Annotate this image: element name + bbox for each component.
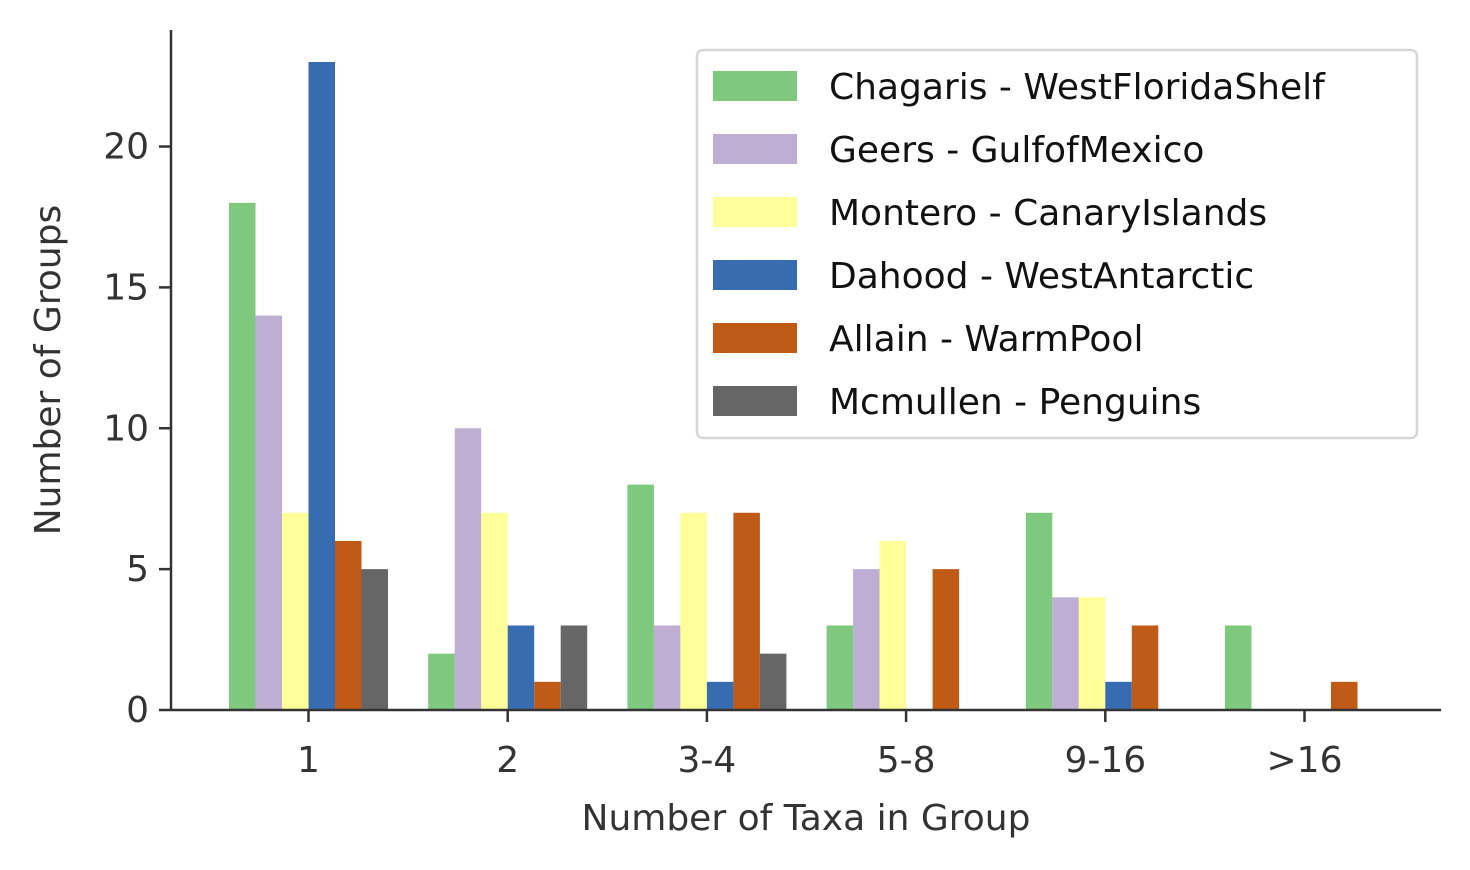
bar-3-4: [879, 540, 907, 710]
x-axis-label: Number of Taxa in Group: [582, 798, 1031, 839]
legend-swatch: [713, 260, 797, 290]
bar-2-1: [255, 315, 282, 710]
bar-4-2: [507, 625, 535, 710]
legend-swatch: [713, 386, 797, 416]
legend-label: Chagaris - WestFloridaShelf: [829, 67, 1326, 108]
bar-1-1: [229, 202, 256, 710]
bar-4-3: [706, 681, 734, 710]
legend-label: Allain - WarmPool: [829, 319, 1143, 360]
bar-2-2: [454, 428, 482, 710]
legend-swatch: [713, 323, 797, 353]
bar-2-4: [853, 569, 880, 710]
legend-label: Dahood - WestAntarctic: [829, 256, 1254, 297]
bar-2-3: [653, 625, 681, 710]
bar-5-3: [733, 512, 760, 710]
bar-3-5: [1078, 597, 1106, 710]
y-tick-label: 20: [103, 127, 149, 168]
y-tick-label: 0: [126, 690, 149, 731]
bar-6-1: [361, 569, 388, 710]
bar-5-5: [1131, 625, 1159, 710]
bar-5-2: [534, 681, 561, 710]
legend-swatch: [713, 197, 797, 227]
bar-1-3: [627, 484, 654, 710]
bar-1-2: [428, 653, 455, 710]
y-ticks: 0 5 10 15 20: [103, 127, 171, 731]
bar-4-1: [308, 62, 335, 710]
bars-group: [229, 62, 1358, 710]
x-ticks: 1 2 3-4 5-8 9-16 >16: [297, 710, 1342, 781]
bar-5-4: [932, 569, 960, 710]
legend: Chagaris - WestFloridaShelf Geers - Gulfo…: [695, 48, 1419, 440]
bar-6-3: [759, 653, 787, 710]
x-tick-label: 1: [297, 740, 320, 781]
y-tick-label: 10: [103, 408, 149, 449]
bar-1-4: [826, 625, 854, 710]
legend-items: Chagaris - WestFloridaShelf Geers - Gulfo…: [713, 67, 1326, 423]
y-tick-label: 5: [126, 549, 149, 590]
bar-3-1: [282, 512, 309, 710]
x-tick-label: 9-16: [1064, 740, 1146, 781]
legend-frame: [695, 48, 1419, 440]
y-axis-label: Number of Groups: [28, 205, 69, 536]
x-tick-label: 5-8: [877, 740, 936, 781]
bar-5-6: [1331, 681, 1358, 710]
bar-3-3: [680, 512, 707, 710]
x-tick-label: 2: [496, 740, 519, 781]
bar-5-1: [335, 540, 362, 710]
x-tick-label: >16: [1267, 740, 1343, 781]
bar-1-6: [1225, 625, 1252, 710]
legend-label: Montero - CanaryIslands: [829, 193, 1267, 234]
bar-1-5: [1025, 512, 1053, 710]
bar-2-5: [1052, 597, 1079, 710]
legend-label: Mcmullen - Penguins: [829, 382, 1201, 423]
x-tick-label: 3-4: [677, 740, 736, 781]
legend-swatch: [713, 71, 797, 101]
bar-3-2: [481, 512, 508, 710]
bar-4-5: [1105, 681, 1132, 710]
bar-6-2: [560, 625, 588, 710]
y-tick-label: 15: [103, 267, 149, 308]
legend-swatch: [713, 134, 797, 164]
legend-label: Geers - GulfofMexico: [829, 130, 1204, 171]
